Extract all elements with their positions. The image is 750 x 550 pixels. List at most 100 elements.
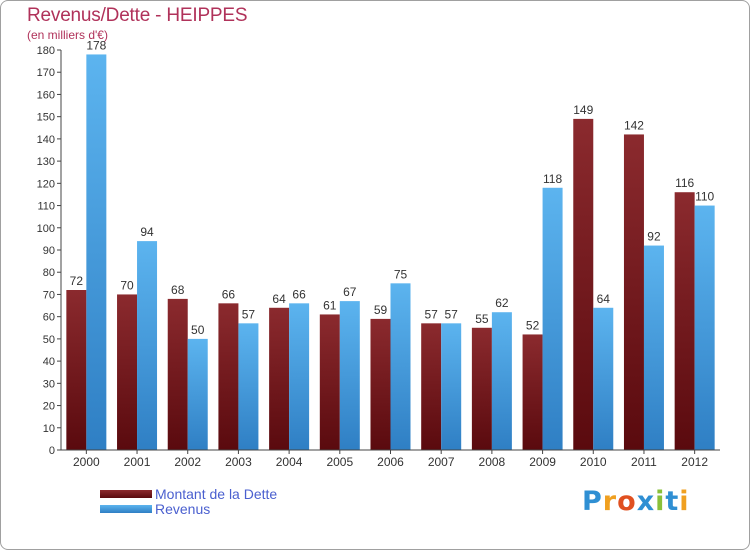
- value-label-revenus-2011: 92: [647, 230, 661, 244]
- y-tick-label: 90: [43, 245, 55, 257]
- bar-revenus-2007: [441, 323, 462, 450]
- bar-dette-2005: [319, 314, 340, 450]
- y-tick-label: 20: [43, 401, 55, 413]
- y-tick-label: 110: [37, 201, 55, 213]
- x-tick-label: 2002: [174, 455, 201, 469]
- value-label-dette-2012: 116: [675, 176, 694, 190]
- bar-revenus-2002: [187, 338, 208, 450]
- bar-dette-2008: [471, 327, 492, 450]
- legend-swatch-dette: [100, 490, 152, 498]
- logo-letter: i: [655, 486, 666, 517]
- bar-dette-2004: [269, 307, 290, 450]
- bar-dette-2002: [167, 298, 188, 450]
- value-label-dette-2011: 142: [624, 118, 644, 132]
- bar-revenus-2000: [86, 54, 107, 450]
- logo-letter: o: [617, 486, 637, 517]
- bar-dette-2000: [66, 290, 87, 450]
- value-label-dette-2003: 66: [222, 287, 236, 301]
- value-label-dette-2009: 52: [526, 318, 540, 332]
- value-label-dette-2000: 72: [70, 274, 84, 288]
- value-label-revenus-2004: 66: [292, 287, 306, 301]
- bar-revenus-2006: [390, 283, 411, 450]
- value-label-dette-2008: 55: [475, 312, 489, 326]
- bar-dette-2009: [522, 334, 543, 450]
- bar-dette-2011: [623, 134, 644, 450]
- value-label-dette-2006: 59: [374, 303, 388, 317]
- x-tick-label: 2011: [631, 455, 657, 469]
- value-label-revenus-2001: 94: [140, 225, 154, 239]
- bar-revenus-2009: [542, 187, 563, 450]
- bar-revenus-2001: [137, 241, 158, 450]
- x-tick-label: 2003: [225, 455, 252, 469]
- proxiti-logo: Proxiti: [582, 486, 690, 517]
- bar-revenus-2012: [694, 205, 715, 450]
- value-label-revenus-2006: 75: [394, 267, 408, 281]
- y-tick-label: 130: [37, 156, 55, 168]
- x-axis-ticks: 2000 2001 2002 2003 2004 2005 2006 2007 2008 2009…: [73, 450, 708, 469]
- bar-revenus-2011: [643, 245, 664, 450]
- y-tick-label: 40: [43, 356, 55, 368]
- y-tick-label: 70: [43, 289, 55, 301]
- legend-swatch-revenus: [100, 505, 152, 513]
- y-tick-label: 120: [37, 178, 55, 190]
- y-tick-label: 160: [37, 89, 55, 101]
- bar-dette-2001: [117, 294, 138, 450]
- y-tick-label: 0: [49, 445, 55, 457]
- bar-dette-2003: [218, 303, 239, 450]
- bar-dette-2010: [573, 118, 594, 450]
- x-tick-label: 2004: [276, 455, 303, 469]
- x-tick-label: 2010: [580, 455, 607, 469]
- legend-item-revenus: Revenus: [100, 501, 360, 517]
- value-labels: 72 178 70 94 68 50 66 57 64 66 61 67 59 75 57 57 55 62 52 1…: [70, 38, 715, 336]
- y-tick-label: 100: [37, 223, 55, 235]
- value-label-revenus-2005: 67: [343, 285, 357, 299]
- y-axis-ticks: 0 10 20 30 40 50 60 70 80 90 100 110 120 130 140 150 160…: [37, 45, 61, 457]
- x-tick-label: 2007: [428, 455, 455, 469]
- value-label-dette-2001: 70: [120, 278, 134, 292]
- logo-letter: r: [602, 486, 618, 517]
- bars: [66, 54, 715, 450]
- value-label-revenus-2002: 50: [191, 323, 205, 337]
- logo-letter: i: [679, 486, 690, 517]
- value-label-dette-2005: 61: [323, 298, 337, 312]
- y-tick-label: 150: [37, 112, 55, 124]
- value-label-revenus-2003: 57: [242, 307, 256, 321]
- value-label-revenus-2009: 118: [543, 172, 562, 186]
- logo-letter: P: [582, 486, 603, 517]
- legend-label-dette: Montant de la Dette: [155, 486, 278, 502]
- bar-revenus-2005: [339, 301, 360, 450]
- logo-letter: t: [665, 486, 680, 517]
- value-label-dette-2002: 68: [171, 283, 185, 297]
- bar-dette-2012: [674, 192, 695, 450]
- bar-revenus-2003: [238, 323, 259, 450]
- bar-revenus-2004: [289, 303, 310, 450]
- value-label-dette-2004: 64: [272, 292, 286, 306]
- logo-letter: x: [636, 486, 656, 517]
- value-label-revenus-2000: 178: [86, 38, 106, 52]
- x-tick-label: 2009: [529, 455, 556, 469]
- x-tick-label: 2006: [377, 455, 404, 469]
- y-tick-label: 170: [37, 67, 55, 79]
- y-tick-label: 30: [43, 378, 55, 390]
- axes: [60, 50, 720, 451]
- bar-revenus-2010: [593, 307, 614, 450]
- legend-label-revenus: Revenus: [155, 501, 211, 517]
- x-tick-label: 2000: [73, 455, 100, 469]
- y-tick-label: 60: [43, 312, 55, 324]
- value-label-revenus-2008: 62: [495, 296, 509, 310]
- x-tick-label: 2008: [479, 455, 506, 469]
- bar-dette-2006: [370, 318, 391, 450]
- x-tick-label: 2012: [681, 455, 708, 469]
- value-label-dette-2010: 149: [573, 103, 593, 117]
- y-tick-label: 80: [43, 267, 55, 279]
- y-tick-label: 140: [37, 134, 55, 146]
- value-label-revenus-2012: 110: [695, 190, 714, 204]
- value-label-dette-2007: 57: [425, 307, 439, 321]
- value-label-revenus-2007: 57: [445, 307, 459, 321]
- y-tick-label: 180: [37, 45, 55, 57]
- legend-item-dette: Montant de la Dette: [100, 486, 360, 502]
- y-tick-label: 50: [43, 334, 55, 346]
- x-tick-label: 2001: [124, 455, 151, 469]
- bar-revenus-2008: [491, 312, 512, 450]
